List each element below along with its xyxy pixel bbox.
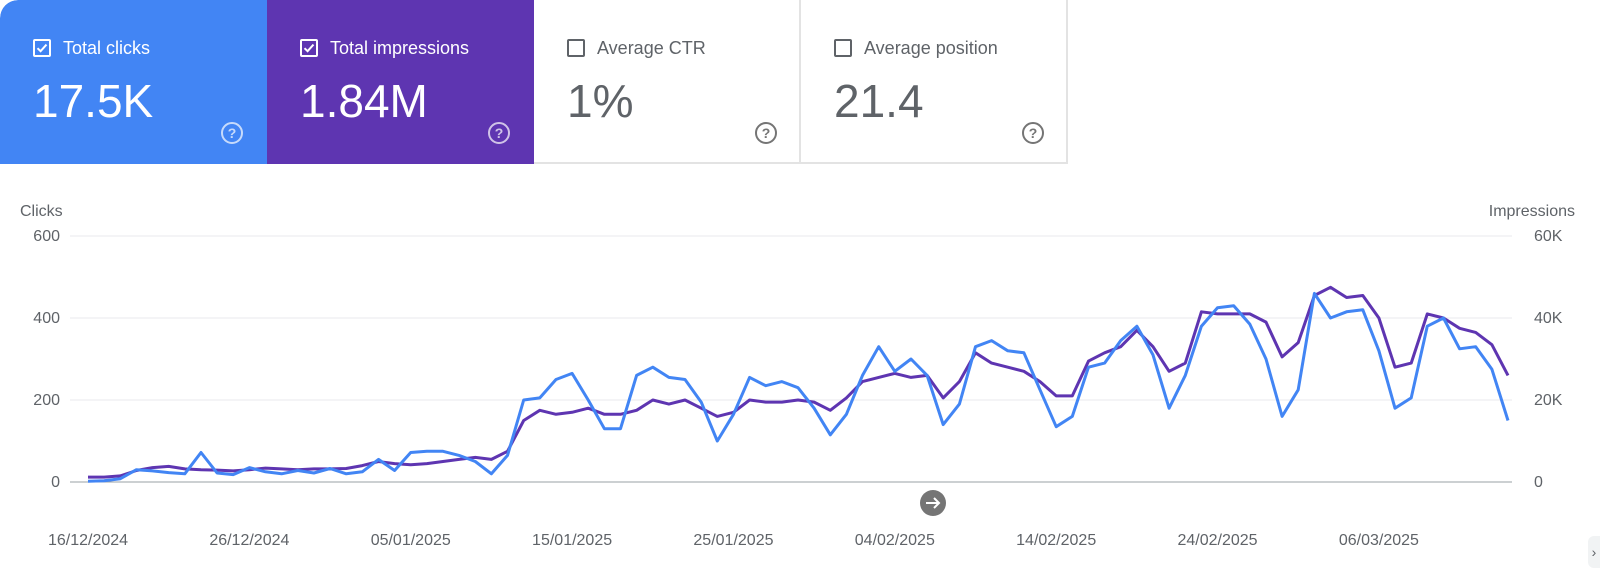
total-impressions-card[interactable]: Total impressions 1.84M ? (267, 0, 534, 164)
help-icon[interactable]: ? (488, 122, 510, 144)
left-axis-ticks: 0 200 400 600 (33, 228, 60, 491)
series-lines (87, 285, 1510, 483)
left-axis-title: Clicks (20, 203, 63, 220)
x-tick-label: 25/01/2025 (693, 532, 773, 549)
right-axis-title: Impressions (1489, 203, 1575, 220)
total-clicks-card[interactable]: Total clicks 17.5K ? (0, 0, 267, 164)
right-tick-label: 20K (1534, 392, 1563, 409)
average-ctr-checkbox-icon[interactable] (567, 39, 585, 57)
x-tick-label: 15/01/2025 (532, 532, 612, 549)
metric-cards: Total clicks 17.5K ? Total impressions 1… (0, 0, 1068, 164)
clicks-line (87, 291, 1510, 483)
x-tick-label: 14/02/2025 (1016, 532, 1096, 549)
total-clicks-value: 17.5K (33, 75, 154, 127)
right-tick-label: 40K (1534, 310, 1563, 327)
average-position-value: 21.4 (834, 75, 924, 127)
total-impressions-checkbox-icon[interactable] (300, 39, 318, 57)
average-position-checkbox-icon[interactable] (834, 39, 852, 57)
expand-chevron-icon[interactable]: › (1588, 536, 1600, 568)
total-clicks-label: Total clicks (63, 38, 151, 58)
right-axis-ticks: 0 20K 40K 60K (1534, 228, 1563, 491)
x-tick-label: 04/02/2025 (855, 532, 935, 549)
average-position-label: Average position (864, 38, 998, 58)
chart-nav-arrow-icon[interactable] (920, 490, 946, 516)
x-tick-label: 24/02/2025 (1178, 532, 1258, 549)
impressions-line (88, 285, 1510, 479)
left-tick-label: 400 (33, 310, 60, 327)
total-impressions-value: 1.84M (300, 75, 428, 127)
average-ctr-card[interactable]: Average CTR 1% ? (534, 0, 801, 164)
x-tick-label: 26/12/2024 (209, 532, 289, 549)
average-ctr-label: Average CTR (597, 38, 706, 58)
x-tick-label: 06/03/2025 (1339, 532, 1419, 549)
left-tick-label: 0 (51, 474, 60, 491)
x-axis-ticks: 16/12/2024 26/12/2024 05/01/2025 15/01/2025… (48, 532, 1419, 549)
right-tick-label: 0 (1534, 474, 1543, 491)
left-tick-label: 600 (33, 228, 60, 245)
help-icon[interactable]: ? (755, 122, 777, 144)
performance-chart: Clicks Impressions 0 200 400 600 0 20K 40K 60K… (20, 203, 1575, 549)
average-ctr-value: 1% (567, 75, 634, 127)
total-impressions-label: Total impressions (330, 38, 470, 58)
x-tick-label: 16/12/2024 (48, 532, 128, 549)
x-tick-label: 05/01/2025 (371, 532, 451, 549)
total-clicks-checkbox-icon[interactable] (33, 39, 51, 57)
left-tick-label: 200 (33, 392, 60, 409)
right-tick-label: 60K (1534, 228, 1563, 245)
help-icon[interactable]: ? (1022, 122, 1044, 144)
average-position-card[interactable]: Average position 21.4 ? (801, 0, 1068, 164)
help-icon[interactable]: ? (221, 122, 243, 144)
gridlines (70, 235, 1512, 483)
